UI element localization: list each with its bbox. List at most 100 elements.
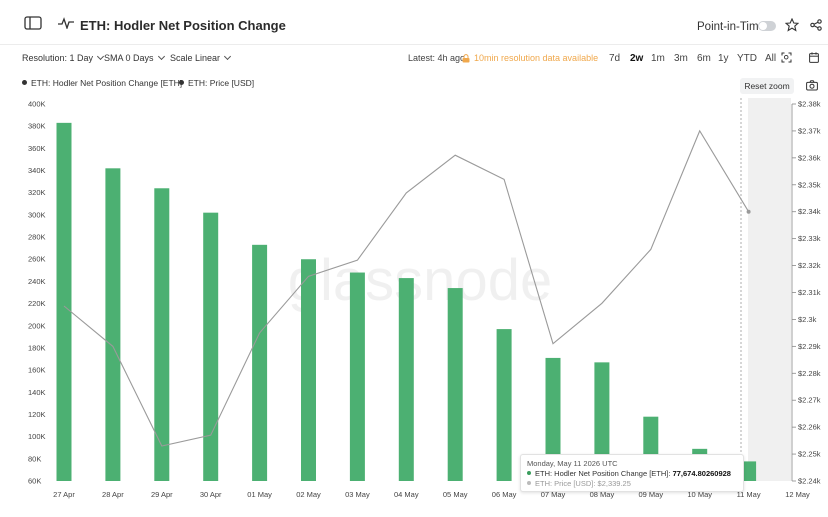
y-right-tick: $2.29k [798,342,821,351]
bar-07-may [545,357,561,481]
bar-11-may [741,461,757,481]
scale-dropdown[interactable]: Scale Linear [170,52,232,63]
lock-icon [462,54,470,63]
x-tick: 03 May [345,490,370,499]
x-tick: 27 Apr [53,490,75,499]
tooltip-label: ETH: Price [USD]: [535,479,596,488]
star-icon[interactable] [785,18,799,32]
x-tick: 11 May [737,490,761,499]
y-right-tick: $2.38k [798,100,821,109]
y-right-tick: $2.26k [798,423,821,432]
y-right-tick: $2.34k [798,207,821,216]
y-left-tick: 220K [28,299,46,308]
legend-dot [22,80,27,85]
resolution-label: Resolution: 1 Day [22,53,94,63]
sma-label: SMA 0 Days [104,53,154,63]
bar-02-may [301,259,316,481]
x-tick: 04 May [394,490,419,499]
bars-group [56,122,757,482]
y-axis-right: $2.38k $2.37k $2.36k $2.35k $2.34k $2.33k $2.3… [791,100,821,486]
x-tick: 08 May [590,490,615,499]
camera-icon[interactable] [806,80,818,91]
y-left-tick: 140K [28,388,46,397]
range-2w[interactable]: 2w [630,53,644,64]
y-left-tick: 400K [28,100,46,109]
y-right-tick: $2.25k [798,450,821,459]
tooltip-dot [527,481,531,485]
legend-label: ETH: Price [USD] [188,78,255,88]
tooltip-row-net-position: ETH: Hodler Net Position Change [ETH]: 7… [527,469,731,478]
y-left-tick: 380K [28,122,46,131]
tooltip-date: Monday, May 11 2026 UTC [527,459,618,468]
x-tick: 29 Apr [151,490,173,499]
price-line-group [63,129,751,447]
y-left-tick: 240K [28,277,46,286]
chart-tooltip: Monday, May 11 2026 UTC ETH: Hodler Net … [520,454,744,492]
y-left-tick: 340K [28,166,46,175]
x-tick: 05 May [443,490,468,499]
reset-zoom-button[interactable]: Reset zoom [740,78,794,94]
range-ytd[interactable]: YTD [737,53,757,64]
point-in-time-toggle[interactable] [758,21,776,31]
point-in-time-label: Point-in-Time [697,21,765,33]
range-3m[interactable]: 3m [674,53,688,64]
y-axis-left: 400K 380K 360K 340K 320K 300K 280K 260K 240K 220K… [28,100,46,486]
range-6m[interactable]: 6m [697,53,711,64]
x-axis: 27 Apr 28 Apr 29 Apr 30 Apr 01 May 02 May 03 M… [53,490,810,499]
bar-08-may [594,362,610,481]
x-tick: 09 May [638,490,663,499]
tooltip-row-price: ETH: Price [USD]: $2,339.25 [527,479,631,488]
bar-29-apr [154,188,170,482]
x-tick: 07 May [541,490,566,499]
bar-05-may [447,288,463,481]
legend-item-price[interactable]: ETH: Price [USD] [179,78,254,88]
y-left-tick: 80K [28,454,41,463]
y-left-tick: 100K [28,432,46,441]
y-left-tick: 200K [28,321,46,330]
y-right-tick: $2.33k [798,234,821,243]
sma-dropdown[interactable]: SMA 0 Days [104,52,165,63]
bar-06-may [496,329,512,481]
range-7d[interactable]: 7d [609,53,621,64]
x-tick: 02 May [296,490,321,499]
share-icon[interactable] [810,19,822,31]
range-1m[interactable]: 1m [651,53,665,64]
y-left-tick: 360K [28,144,46,153]
latest-update: Latest: 4h ago [408,53,466,63]
x-tick: 12 May [785,490,810,499]
y-left-tick: 120K [28,410,46,419]
current-day-shade-rect [748,98,791,481]
page-title: ETH: Hodler Net Position Change [80,18,286,33]
y-right-tick: $2.31k [798,288,821,297]
resolution-dropdown[interactable]: Resolution: 1 Day [22,52,105,63]
x-tick: 01 May [247,490,272,499]
resolution-upgrade-link[interactable]: 10min resolution data available [474,53,599,63]
y-left-tick: 260K [28,255,46,264]
zoom-fit-icon[interactable] [781,52,792,63]
tooltip-dot [527,471,531,475]
y-right-tick: $2.24k [798,477,821,486]
legend-item-net-position[interactable]: ETH: Hodler Net Position Change [ETH] [22,78,182,88]
x-tick: 28 Apr [102,490,124,499]
bar-30-apr [203,212,219,481]
tooltip-value: 77,674.80260928 [672,469,731,478]
scale-label: Scale Linear [170,53,221,63]
x-tick: 30 Apr [200,490,222,499]
y-left-tick: 160K [28,366,46,375]
range-1y[interactable]: 1y [718,53,729,64]
y-right-tick: $2.27k [798,396,821,405]
calendar-icon[interactable] [809,52,819,63]
y-left-tick: 60K [28,477,41,486]
x-tick: 06 May [492,490,517,499]
y-left-tick: 320K [28,188,46,197]
price-hover-marker [746,209,751,214]
sidebar-toggle-icon[interactable] [24,16,42,30]
y-left-tick: 280K [28,233,46,242]
y-right-tick: $2.36k [798,153,821,162]
bar-27-apr [56,122,72,481]
legend-label: ETH: Hodler Net Position Change [ETH] [31,78,183,88]
range-all[interactable]: All [765,53,777,64]
bar-03-may [349,272,365,481]
bar-28-apr [105,168,121,481]
